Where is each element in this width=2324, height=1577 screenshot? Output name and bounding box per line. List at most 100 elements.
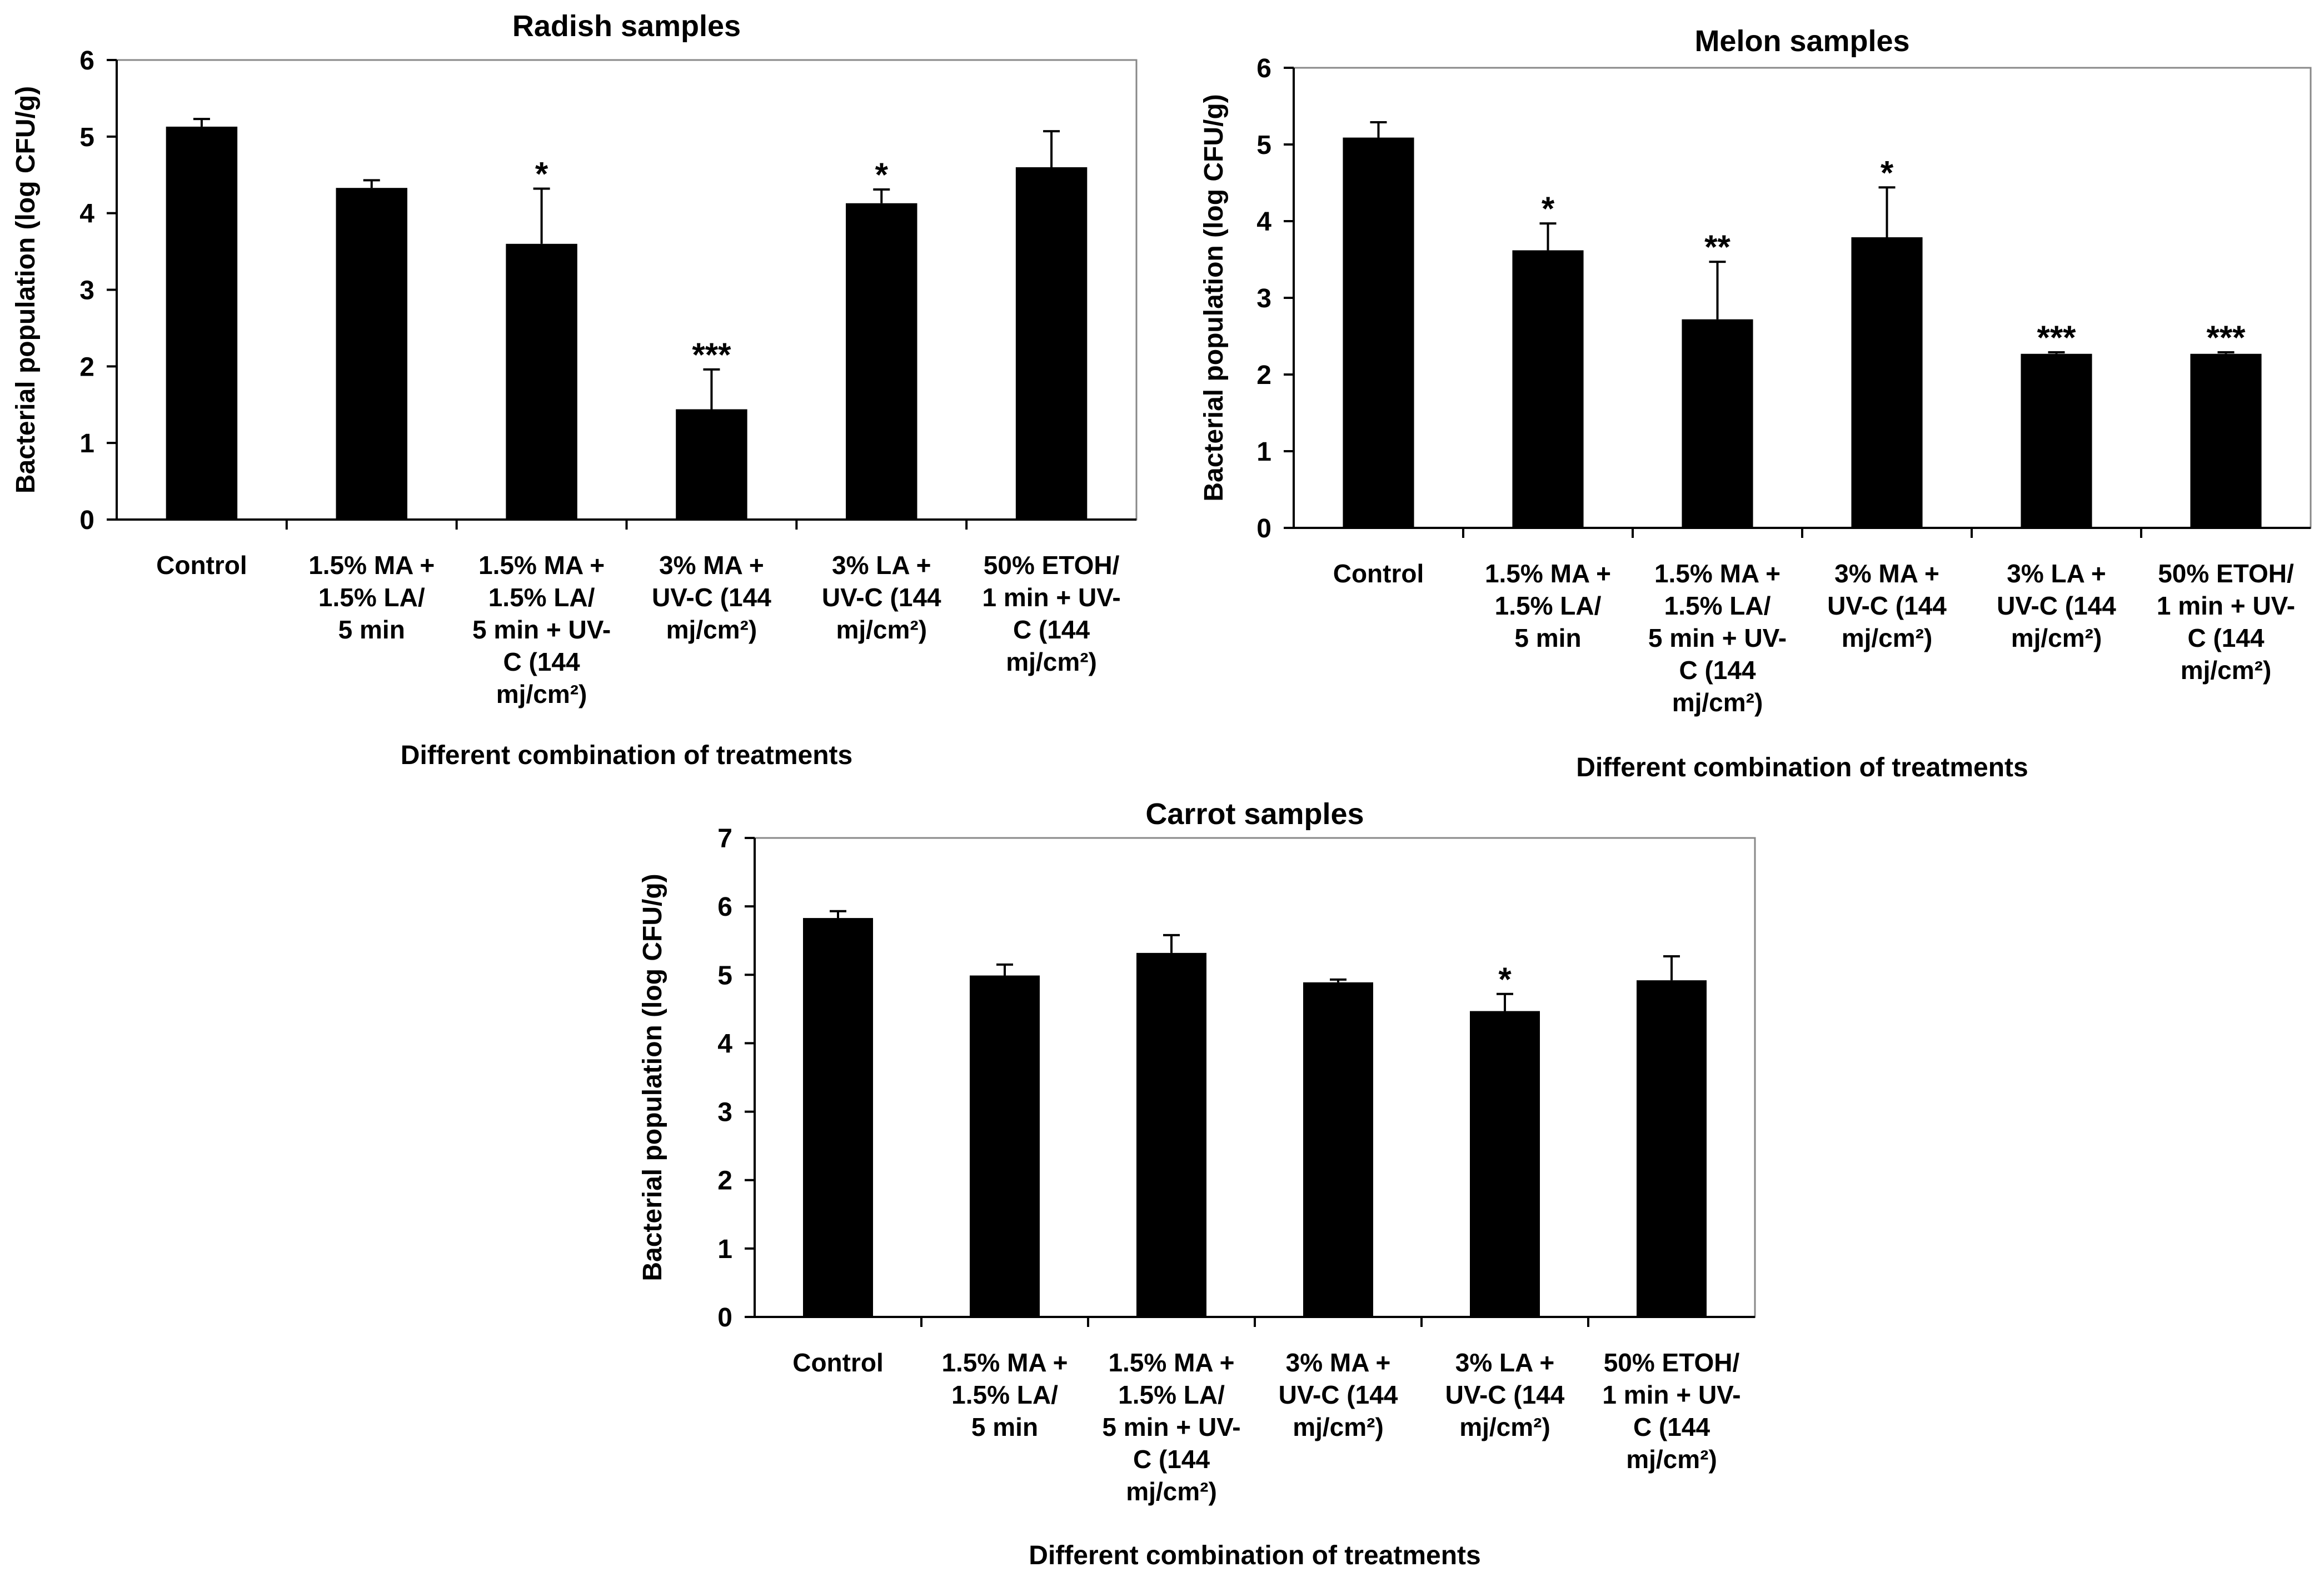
- x-tick-label-line: mj/cm²): [836, 615, 927, 644]
- bar: [803, 918, 873, 1317]
- bar: [336, 188, 407, 520]
- y-tick-label: 0: [1256, 514, 1271, 543]
- significance-marker: **: [1704, 228, 1730, 266]
- x-tick-label-line: C (144: [1679, 656, 1756, 685]
- x-tick-label-line: UV-C (144: [1279, 1380, 1398, 1409]
- x-tick-label-line: 1.5% MA +: [1654, 559, 1781, 588]
- y-tick-label: 4: [79, 199, 94, 229]
- x-tick-label-line: 3% LA +: [2007, 559, 2106, 588]
- x-tick-label: Control: [1333, 559, 1424, 588]
- y-axis-label: Bacterial population (log CFU/g): [11, 86, 41, 493]
- significance-marker: ***: [2206, 319, 2246, 356]
- x-tick-label-line: mj/cm²): [1126, 1477, 1217, 1506]
- x-tick-label-line: UV-C (144: [1445, 1380, 1565, 1409]
- radish-chart-title: Radish samples: [512, 9, 741, 43]
- x-tick-label-line: Control: [792, 1348, 884, 1377]
- carrot-chart-title: Carrot samples: [1145, 797, 1364, 831]
- x-tick-label-line: 1.5% MA +: [941, 1348, 1068, 1377]
- x-tick-label-line: 5 min + UV-: [1102, 1413, 1240, 1441]
- x-tick-label-line: 1.5% LA/: [318, 583, 425, 612]
- plot-frame: [1293, 67, 2312, 529]
- x-tick-label-line: mj/cm²): [1626, 1445, 1717, 1474]
- x-tick-label-line: 1.5% LA/: [951, 1380, 1058, 1409]
- y-tick-label: 3: [1256, 284, 1271, 313]
- y-tick-label: 0: [79, 506, 94, 535]
- x-tick-label-line: 1 min + UV-: [2157, 591, 2295, 620]
- x-tick-label-line: Control: [1333, 559, 1424, 588]
- x-tick-label-line: mj/cm²): [1293, 1413, 1384, 1441]
- x-tick-label-line: 1 min + UV-: [1602, 1380, 1740, 1409]
- x-tick-label: 1.5% MA + 1.5% LA/5 min + UV- C (144 mj/cm²…: [472, 551, 611, 708]
- x-tick-label-line: 5 min + UV-: [472, 615, 611, 644]
- y-tick-label: 4: [1256, 207, 1271, 237]
- x-tick-label: 1.5% MA + 1.5% LA/5 min: [308, 551, 435, 644]
- x-tick-label-line: 1.5% MA +: [1108, 1348, 1234, 1377]
- x-tick-label-line: C (144: [1013, 615, 1090, 644]
- x-tick-label-line: 5 min: [971, 1413, 1038, 1441]
- y-tick-label: 2: [1256, 361, 1271, 390]
- x-axis-label: Different combination of treatments: [1576, 753, 2028, 782]
- x-tick-label: 1.5% MA + 1.5% LA/5 min: [941, 1348, 1068, 1441]
- bar: [1136, 952, 1206, 1317]
- x-tick-label-line: 50% ETOH/: [1604, 1348, 1740, 1377]
- x-tick-label-line: UV-C (144: [1997, 591, 2116, 620]
- bar: [2190, 353, 2262, 528]
- x-tick-label-line: 1 min + UV-: [982, 583, 1120, 612]
- x-tick-label-line: mj/cm²): [2181, 656, 2272, 685]
- x-tick-label: 1.5% MA + 1.5% LA/5 min: [1485, 559, 1611, 652]
- y-tick-label: 5: [717, 961, 732, 990]
- y-tick-label: 5: [1256, 131, 1271, 160]
- melon-chart: 0 1 2 3 4 5 6 Control * 1.5% MA + 1.5% LA/5 min ** 1…: [1199, 24, 2312, 782]
- x-tick-label-line: 50% ETOH/: [2158, 559, 2294, 588]
- x-tick-label-line: 5 min: [338, 615, 405, 644]
- bar: [166, 126, 238, 520]
- y-tick-label: 3: [79, 276, 94, 306]
- y-tick-label: 6: [1256, 54, 1271, 83]
- x-tick-label: 50% ETOH/1 min + UV- C (144 mj/cm²): [1602, 1348, 1740, 1474]
- bar: [506, 243, 577, 520]
- x-tick-label-line: Control: [156, 551, 247, 580]
- x-tick-label: 3% MA + UV-C (144 mj/cm²): [1279, 1348, 1398, 1441]
- x-tick-label-line: 1.5% MA +: [478, 551, 605, 580]
- y-tick-label: 1: [79, 429, 94, 458]
- x-axis-label: Different combination of treatments: [401, 741, 852, 770]
- x-tick-label-line: UV-C (144: [652, 583, 771, 612]
- bar: [1682, 319, 1753, 528]
- x-tick-label: Control: [156, 551, 247, 580]
- x-tick-label-line: 1.5% LA/: [1495, 591, 1602, 620]
- x-tick-label-line: C (144: [2187, 623, 2264, 652]
- y-tick-label: 4: [717, 1029, 732, 1059]
- y-axis-label: Bacterial population (log CFU/g): [638, 874, 667, 1281]
- bar: [1303, 982, 1373, 1317]
- bar: [970, 975, 1040, 1317]
- x-tick-label-line: 50% ETOH/: [984, 551, 1120, 580]
- significance-marker: *: [875, 156, 889, 193]
- y-tick-label: 6: [717, 892, 732, 922]
- plot-frame: [116, 59, 1138, 521]
- x-tick-label-line: mj/cm²): [666, 615, 757, 644]
- x-tick-label: 1.5% MA + 1.5% LA/5 min + UV- C (144 mj/cm²…: [1648, 559, 1787, 717]
- x-tick-label-line: UV-C (144: [1827, 591, 1947, 620]
- x-tick-label-line: UV-C (144: [822, 583, 941, 612]
- x-tick-label-line: mj/cm²): [1459, 1413, 1550, 1441]
- bar: [1851, 237, 1923, 528]
- x-tick-label-line: mj/cm²): [2011, 623, 2102, 652]
- bar: [676, 409, 747, 520]
- radish-chart: 0 1 2 3 4 5 6 Control 1.5% MA + 1.5% LA/5 min * 1.5…: [11, 9, 1138, 770]
- x-tick-label-line: mj/cm²): [1672, 688, 1763, 717]
- x-tick-label-line: C (144: [1633, 1413, 1710, 1441]
- x-tick-label-line: mj/cm²): [496, 680, 587, 708]
- y-tick-label: 3: [717, 1098, 732, 1127]
- x-tick-label: Control: [792, 1348, 884, 1377]
- x-tick-label-line: mj/cm²): [1842, 623, 1933, 652]
- x-tick-label-line: 1.5% MA +: [308, 551, 435, 580]
- significance-marker: *: [535, 156, 548, 193]
- bar: [2021, 353, 2092, 528]
- bar: [1015, 167, 1088, 520]
- x-tick-label-line: 5 min: [1514, 623, 1581, 652]
- x-tick-label-line: 3% MA +: [659, 551, 764, 580]
- x-tick-label-line: 5 min + UV-: [1648, 623, 1787, 652]
- y-tick-label: 7: [717, 824, 732, 854]
